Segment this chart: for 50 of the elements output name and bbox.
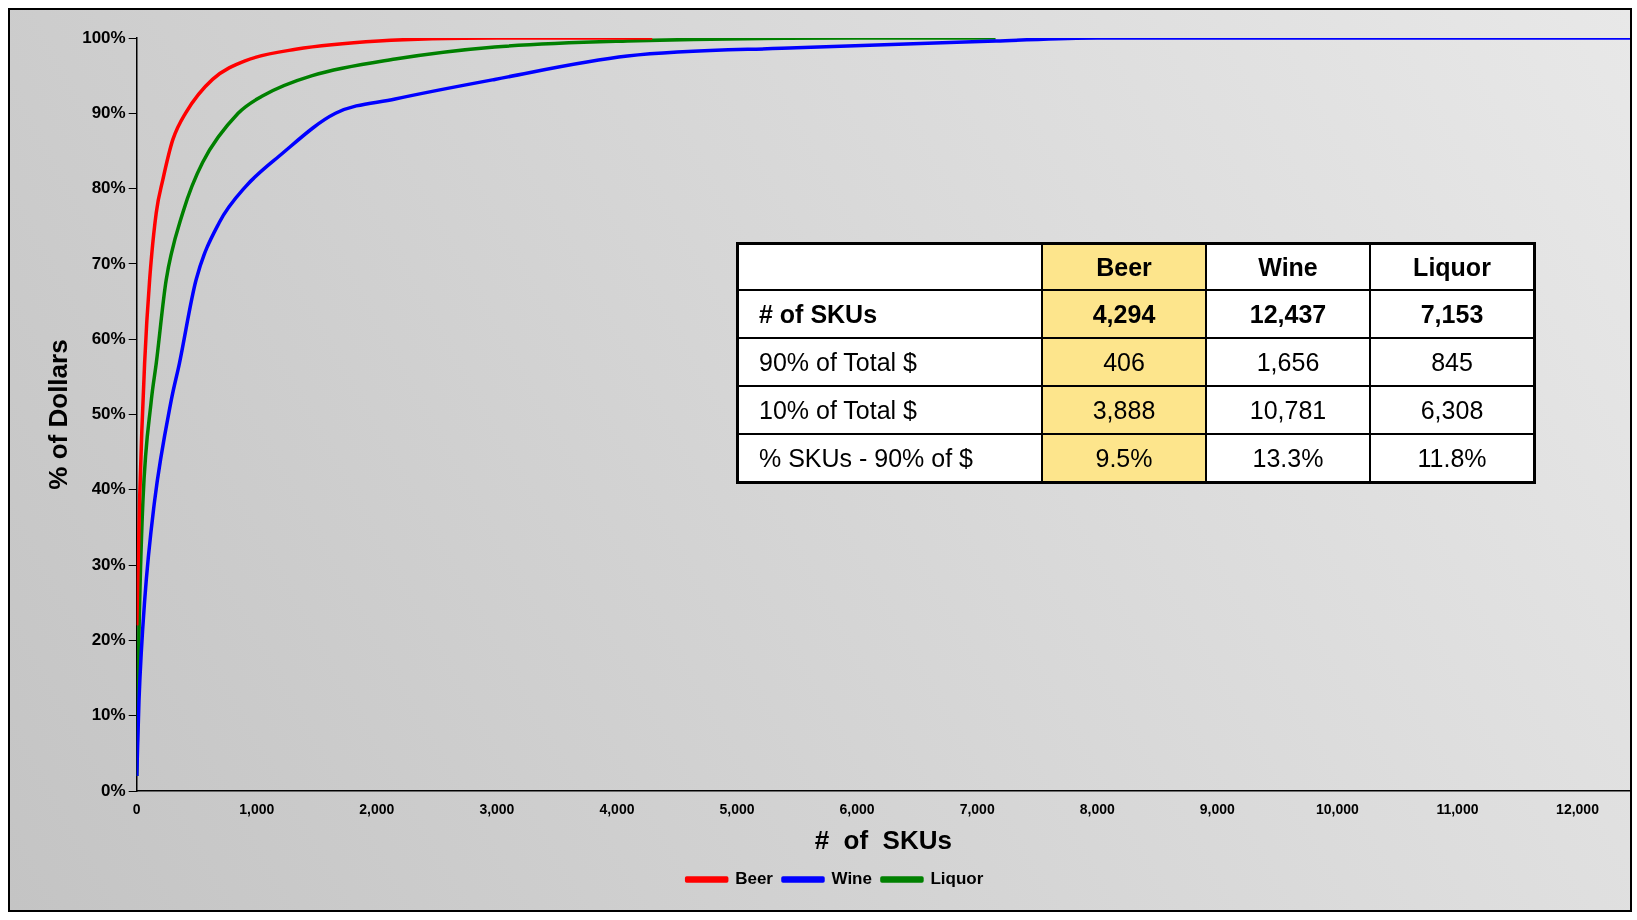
y-tick-label: 0% [101, 780, 126, 800]
y-tick-label: 70% [91, 253, 126, 273]
x-tick-label: 10,000 [1315, 801, 1360, 818]
annotation: 11.8% [1370, 434, 1535, 483]
annotation: 1,656 [1206, 338, 1370, 386]
annotation: 12,437 [1206, 290, 1370, 338]
annotation: 9.5% [1042, 434, 1206, 483]
annotation: Wine [1206, 243, 1370, 290]
annotation: % SKUs - 90% of $ [737, 434, 1042, 483]
x-tick-label: 1,000 [239, 801, 275, 818]
x-tick-label: 2,000 [359, 801, 395, 818]
y-tick-label: 20% [91, 630, 126, 650]
annotation: 10,781 [1206, 386, 1370, 434]
x-tick-label: 9,000 [1199, 801, 1236, 818]
annotation: # of SKUs [737, 290, 1042, 338]
y-tick-label: 10% [91, 705, 126, 725]
y-tick-label: 80% [91, 178, 126, 198]
annotation: Beer [1042, 243, 1206, 290]
legend-label: Beer [735, 869, 774, 889]
annotation: 3,888 [1042, 386, 1206, 434]
x-tick-label: 0 [132, 801, 141, 818]
x-tick-label: 3,000 [479, 801, 515, 818]
annotation: 4,294 [1042, 290, 1206, 338]
x-tick-label: 4,000 [599, 801, 635, 818]
y-tick-label: 50% [91, 404, 126, 424]
annotation: 90% of Total $ [737, 338, 1042, 386]
annotation: 7,153 [1370, 290, 1535, 338]
annotation: Liquor [1370, 243, 1535, 290]
y-axis-title: % of Dollars [42, 339, 73, 490]
x-tick-label: 11,000 [1436, 801, 1479, 818]
line-series [136, 38, 655, 628]
x-tick-label: 7,000 [959, 801, 995, 818]
x-tick-label: 5,000 [719, 801, 755, 818]
legend-label: Liquor [930, 869, 984, 889]
y-tick-label: 90% [91, 102, 126, 122]
line-series [136, 38, 1630, 778]
x-tick-label: 8,000 [1079, 801, 1115, 818]
annotation: 13.3% [1206, 434, 1370, 483]
legend-label: Wine [831, 869, 872, 889]
y-tick-label: 40% [91, 479, 126, 499]
x-tick-label: 6,000 [839, 801, 875, 818]
annotation: 406 [1042, 338, 1206, 386]
annotation: 845 [1370, 338, 1535, 386]
annotation: 10% of Total $ [737, 386, 1042, 434]
y-tick-label: 100% [82, 27, 126, 47]
y-tick-label: 30% [91, 554, 126, 574]
annotation: 6,308 [1370, 386, 1535, 434]
x-axis-title: # of SKUs [814, 824, 952, 855]
x-tick-label: 12,000 [1556, 801, 1600, 818]
y-tick-label: 60% [91, 328, 126, 348]
